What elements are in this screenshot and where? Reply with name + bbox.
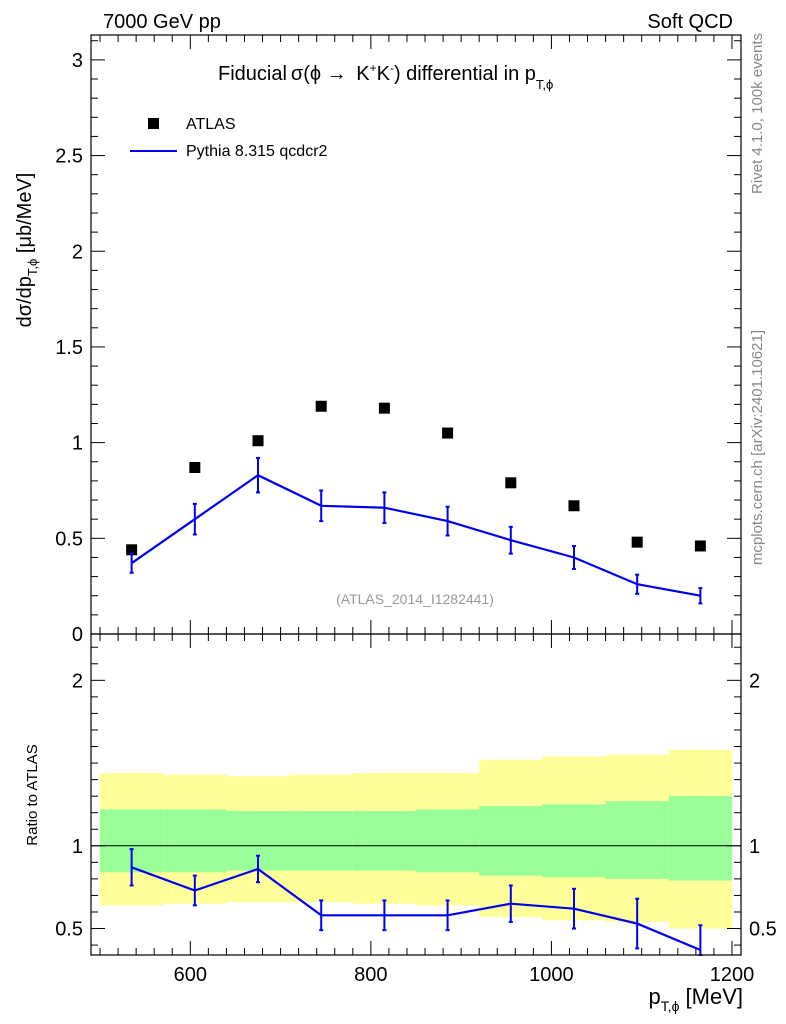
data-point: [378, 402, 390, 414]
legend-mc-label: Pythia 8.315 qcdcr2: [186, 143, 328, 160]
ratio-band-inner: [479, 806, 543, 876]
ratio-ytick-label-right: 2: [749, 670, 760, 692]
main-series: [126, 400, 706, 605]
ratio-band-inner: [668, 796, 732, 881]
ratio-band-inner: [416, 809, 480, 873]
x-tick-label: 600: [174, 964, 207, 986]
data-point: [442, 427, 454, 439]
main-ylabel-text: dσ/dp: [14, 276, 36, 327]
ratio-axis-ticks: 0.5 0.5 1 1 2 2 600 800 1000 1200: [55, 634, 777, 986]
ratio-panel: 0.5 0.5 1 1 2 2 600 800 1000 1200: [55, 633, 777, 986]
data-point: [505, 477, 517, 489]
ratio-ytick-label-left: 2: [72, 670, 83, 692]
data-point: [189, 462, 201, 474]
ratio-ytick-label-right: 1: [749, 836, 760, 858]
main-ytick-label: 0: [72, 624, 83, 646]
main-ytick-label: 0.5: [55, 528, 83, 550]
main-ytick-label: 1: [72, 433, 83, 455]
ratio-ylabel: Ratio to ATLAS: [24, 744, 41, 845]
legend-data-label: ATLAS: [186, 116, 236, 133]
title-suffix: ) differential in p: [394, 63, 536, 85]
ratio-series: [129, 848, 703, 956]
legend: ATLAS Pythia 8.315 qcdcr2: [130, 116, 328, 160]
ratio-band-inner: [605, 801, 669, 879]
analysis-watermark: (ATLAS_2014_I1282441): [336, 591, 494, 607]
data-point: [694, 540, 706, 552]
data-point: [568, 500, 580, 512]
ratio-band-inner: [289, 811, 353, 871]
xlabel-sub: T,ϕ: [661, 998, 680, 1014]
title-k-plus: +: [370, 61, 377, 75]
main-ytick-label: 1.5: [55, 337, 83, 359]
ratio-ytick-label-left: 0.5: [55, 919, 83, 941]
xlabel-unit: [MeV]: [679, 984, 743, 1009]
mcplots-label: mcplots.cern.ch [arXiv:2401.10621]: [749, 330, 766, 565]
main-axis-ticks: 0 0.5 1 1.5 2 2.5 3: [55, 35, 741, 646]
ratio-band-inner: [163, 809, 227, 873]
x-axis-label: pT,ϕ [MeV]: [648, 984, 743, 1014]
main-ylabel-unit: [μb/MeV]: [14, 173, 36, 259]
title-k: K: [356, 63, 370, 85]
main-ytick-label: 2.5: [55, 146, 83, 168]
header-right: Soft QCD: [647, 11, 733, 33]
rivet-label: Rivet 4.1.0, 100k events: [749, 33, 766, 194]
main-ylabel-sub: T,ϕ: [25, 259, 40, 276]
x-tick-label: 800: [354, 964, 387, 986]
data-point: [126, 544, 138, 556]
ratio-ytick-label-left: 1: [72, 836, 83, 858]
mc-line: [130, 473, 701, 597]
data-point: [252, 435, 264, 447]
ratio-ytick-label-right: 0.5: [749, 919, 777, 941]
main-ytick-label: 2: [72, 241, 83, 263]
plot-title: Fiducial σ(ϕ → K+K-) differential in pT,ϕ: [218, 61, 553, 92]
data-point: [631, 536, 643, 548]
data-point: [315, 400, 327, 412]
x-tick-label: 1000: [529, 964, 574, 986]
title-prefix: Fiducial: [218, 63, 287, 85]
title-sigma: σ(ϕ →: [291, 63, 352, 85]
ratio-band-inner: [352, 811, 416, 871]
title-k-minus: -: [390, 61, 394, 75]
main-ylabel: dσ/dpT,ϕ [μb/MeV]: [14, 173, 40, 328]
title-k2: K: [377, 63, 391, 85]
title-subscript: T,ϕ: [536, 77, 553, 92]
ratio-frame: [90, 633, 742, 956]
legend-data-marker: [148, 118, 159, 129]
xlabel-main: p: [648, 984, 660, 1009]
header-left: 7000 GeV pp: [103, 11, 221, 33]
ratio-band-inner: [542, 804, 606, 878]
ratio-mc-line: [131, 866, 701, 952]
ratio-bands: [100, 749, 732, 929]
x-tick-label: 1200: [710, 964, 755, 986]
main-ytick-label: 3: [72, 50, 83, 72]
